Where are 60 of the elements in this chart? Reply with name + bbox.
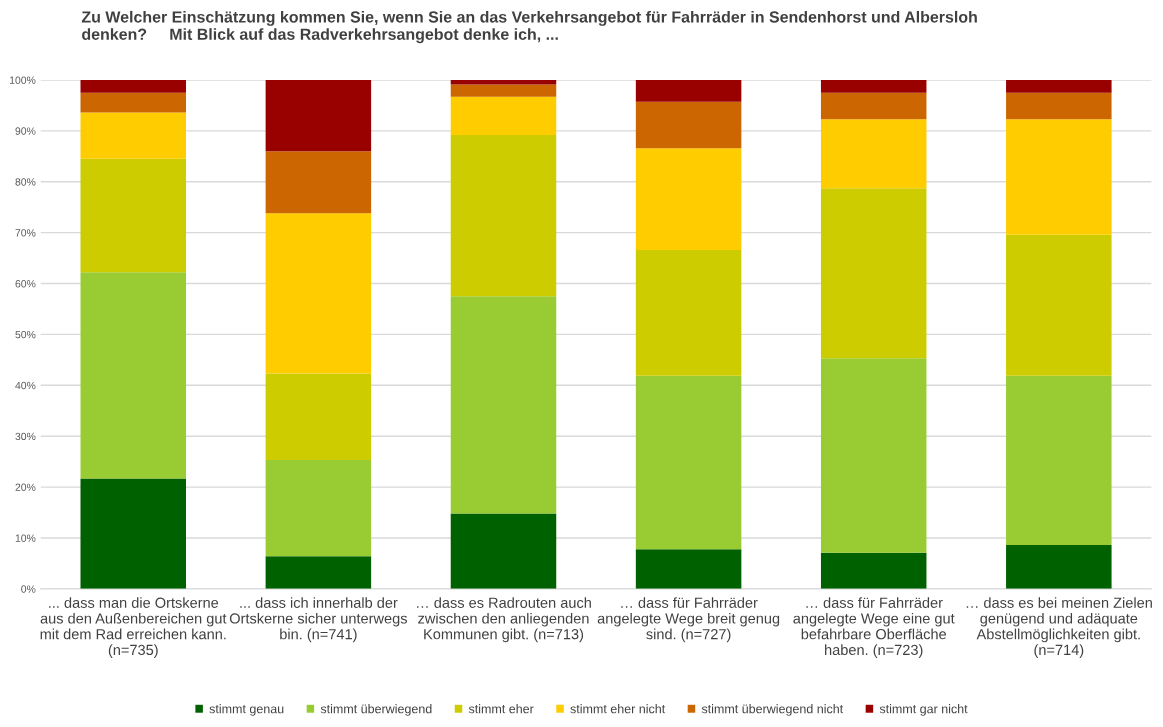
bar <box>635 375 742 550</box>
bar <box>265 460 372 557</box>
bar <box>450 513 557 589</box>
y-tick-label: 10% <box>15 534 36 542</box>
y-tick-label: 70% <box>15 229 36 237</box>
bar <box>80 478 187 589</box>
bar <box>450 296 557 514</box>
legend-label: stimmt überwiegend <box>320 704 432 716</box>
bar <box>820 119 927 189</box>
legend-label: stimmt eher nicht <box>570 704 666 714</box>
bar <box>820 552 927 589</box>
bar <box>265 373 372 461</box>
bar <box>820 79 927 93</box>
chart-title: Zu Welcher Einschätzung kommen Sie, wenn Sie an das Verkehrsangebot für Fahrräder in Sendenhorst und Albersloh denken? Mit Blick auf das Radverkehrsangebot denke ich, ... <box>81 10 977 44</box>
y-tick-label: 30% <box>15 432 36 441</box>
y-tick-label: 80% <box>15 178 36 186</box>
x-tick-label: … dass für Fahrräder angelegte Wege breit genug sind. (n=727) <box>597 597 780 643</box>
bar <box>1006 234 1112 376</box>
bar <box>820 92 927 120</box>
legend-label: stimmt eher <box>468 704 534 714</box>
bar <box>265 79 372 152</box>
bar <box>1006 79 1112 93</box>
bar <box>450 79 557 85</box>
x-tick-label: … dass für Fahrräder angelegte Wege eine gut befahrbare Oberfläche haben. (n=723) <box>793 597 955 658</box>
bar <box>1006 545 1112 589</box>
bar <box>635 249 742 376</box>
bar <box>265 151 372 214</box>
bar <box>1006 119 1112 235</box>
x-tick-label: ... dass ich innerhalb der Ortskerne sicher unterwegs bin. (n=741) <box>229 597 408 643</box>
legend-label: stimmt genau <box>209 704 284 716</box>
x-tick-label: … dass es bei meinen Zielen genügend und adäquate Abstellmöglichkeiten gibt. (n=714) <box>966 597 1152 658</box>
bar <box>820 188 927 359</box>
y-tick-label: 20% <box>15 483 36 491</box>
y-tick-label: 50% <box>15 330 36 339</box>
bar <box>820 358 927 553</box>
bar <box>635 549 742 589</box>
bar <box>635 148 742 250</box>
y-tick-label: 100% <box>10 76 36 84</box>
y-tick-label: 60% <box>15 280 36 288</box>
y-tick-label: 90% <box>15 127 36 135</box>
bar <box>635 101 742 149</box>
legend-label: stimmt gar nicht <box>879 704 968 716</box>
bar <box>80 92 187 113</box>
y-tick-label: 0% <box>21 585 36 593</box>
legend-label: stimmt überwiegend nicht <box>701 704 844 716</box>
bar <box>80 79 187 93</box>
x-tick-label: … dass es Radrouten auch zwischen den anliegenden Kommunen gibt. (n=713) <box>417 597 591 643</box>
bar <box>80 158 187 273</box>
bar <box>265 556 372 589</box>
bar <box>80 272 187 479</box>
bar <box>80 112 187 159</box>
bar <box>1006 92 1112 120</box>
bar <box>450 134 557 297</box>
bar <box>635 79 742 102</box>
bar <box>450 84 557 97</box>
bar <box>1006 375 1112 546</box>
bar <box>450 96 557 135</box>
bar <box>265 213 372 374</box>
x-tick-label: ... dass man die Ortskerne aus den Außenbereichen gut mit dem Rad erreichen kann. (n=735) <box>40 597 227 658</box>
y-tick-label: 40% <box>15 381 36 390</box>
